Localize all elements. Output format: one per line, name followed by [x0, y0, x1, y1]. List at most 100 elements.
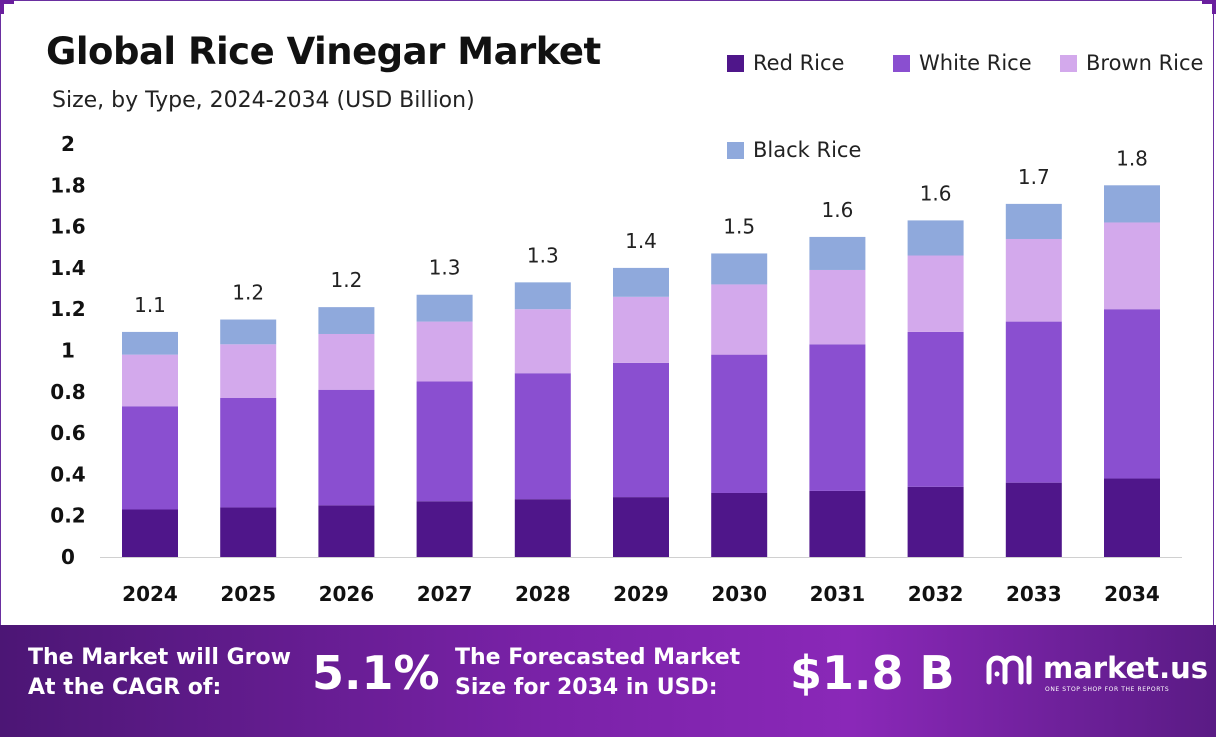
total-data-label: 1.3 — [527, 243, 559, 267]
x-tick-label: 2030 — [711, 582, 767, 606]
bar-segment-white-rice — [809, 344, 866, 491]
x-tick-label: 2033 — [1006, 582, 1062, 606]
y-tick-label: 0.8 — [50, 380, 85, 404]
bar-segment-white-rice — [613, 362, 669, 498]
bar-segment-white-rice — [907, 331, 964, 487]
total-data-label: 1.4 — [625, 229, 657, 253]
bar-segment-black-rice — [809, 236, 866, 270]
chart-subtitle: Size, by Type, 2024-2034 (USD Billion) — [52, 88, 475, 113]
legend-swatch-brown-rice — [1060, 54, 1077, 72]
legend-label: Black Rice — [753, 138, 862, 162]
forecast-label-line2: Size for 2034 in USD: — [455, 675, 718, 700]
y-tick-label: 1.8 — [50, 173, 85, 197]
market-us-logo-icon — [986, 655, 1032, 685]
bar-segment-white-rice — [416, 381, 473, 502]
x-tick-label: 2029 — [613, 582, 669, 606]
total-data-label: 1.8 — [1116, 146, 1148, 170]
legend-item-red-rice: Red Rice — [727, 51, 844, 75]
legend-label: Red Rice — [753, 51, 845, 75]
bar-segment-black-rice — [711, 253, 768, 285]
bar-segment-brown-rice — [711, 284, 768, 355]
cagr-label: The Market will Grow At the CAGR of: — [28, 643, 291, 703]
legend-label: Brown Rice — [1086, 51, 1204, 75]
bar-segment-red-rice — [122, 509, 178, 557]
chart-title: Global Rice Vinegar Market — [46, 30, 601, 73]
x-tick-label: 2024 — [122, 582, 178, 606]
bar-segment-black-rice — [1005, 203, 1062, 239]
legend-item-white-rice: White Rice — [893, 51, 1032, 75]
x-tick-label: 2025 — [220, 582, 276, 606]
bar-segment-red-rice — [711, 492, 768, 557]
bar-segment-red-rice — [318, 505, 375, 557]
x-tick-label: 2034 — [1104, 582, 1160, 606]
bar-segment-brown-rice — [220, 344, 277, 398]
bar-segment-red-rice — [1104, 478, 1160, 557]
bar-segment-white-rice — [514, 373, 571, 500]
brand-tagline: ONE STOP SHOP FOR THE REPORTS — [1045, 686, 1170, 693]
bar-segment-red-rice — [613, 497, 669, 557]
legend-item-black-rice: Black Rice — [727, 138, 861, 162]
brand-name: market.us — [1043, 651, 1209, 685]
bar-segment-red-rice — [809, 490, 866, 557]
y-tick-label: 2 — [61, 132, 75, 156]
frame-corner-decoration — [0, 0, 14, 14]
y-tick-label: 1 — [61, 339, 75, 363]
cagr-value: 5.1% — [312, 646, 440, 700]
summary-banner — [0, 625, 1216, 737]
bar-segment-brown-rice — [416, 321, 473, 382]
bar-segment-brown-rice — [809, 269, 866, 345]
total-data-label: 1.2 — [330, 268, 362, 292]
bar-segment-white-rice — [711, 354, 768, 493]
legend-swatch-black-rice — [727, 141, 744, 159]
forecast-label-line1: The Forecasted Market — [455, 645, 741, 670]
legend-item-brown-rice: Brown Rice — [1060, 51, 1203, 75]
bar-segment-brown-rice — [907, 255, 964, 332]
y-tick-label: 0 — [61, 545, 75, 569]
total-data-label: 1.7 — [1018, 165, 1050, 189]
bar-segment-red-rice — [514, 499, 571, 557]
x-tick-label: 2026 — [319, 582, 375, 606]
bar-segment-black-rice — [318, 307, 375, 334]
bar-segment-black-rice — [907, 220, 964, 256]
total-data-label: 1.2 — [232, 281, 264, 305]
forecast-label: The Forecasted Market Size for 2034 in U… — [455, 643, 740, 703]
bar-segment-black-rice — [122, 331, 178, 355]
bar-segment-red-rice — [907, 486, 964, 557]
bar-segment-black-rice — [514, 282, 571, 310]
x-tick-label: 2032 — [908, 582, 964, 606]
bar-segment-black-rice — [1104, 185, 1160, 223]
bar-segment-brown-rice — [613, 296, 669, 363]
cagr-label-line1: The Market will Grow — [28, 645, 291, 670]
total-data-label: 1.6 — [920, 181, 952, 205]
bar-segment-black-rice — [416, 294, 473, 322]
bar-segment-white-rice — [1104, 309, 1160, 479]
y-tick-label: 1.6 — [50, 215, 85, 239]
bar-segment-brown-rice — [514, 309, 571, 374]
bar-segment-black-rice — [613, 267, 669, 297]
legend-swatch-white-rice — [893, 54, 910, 72]
total-data-label: 1.6 — [821, 198, 853, 222]
x-tick-label: 2028 — [515, 582, 571, 606]
frame-corner-decoration — [1202, 0, 1216, 14]
stacked-bar-chart: 0 0.2 0.4 0.6 0.8 1 1.2 1.4 1.6 1.8 2 1.1 2024 1.2 202… — [50, 132, 1182, 606]
bar-segment-brown-rice — [318, 333, 375, 390]
bar-segment-white-rice — [1005, 321, 1062, 483]
y-tick-label: 0.2 — [50, 504, 85, 528]
y-tick-label: 1.2 — [50, 297, 85, 321]
bar-segment-brown-rice — [122, 354, 178, 407]
bar-segment-red-rice — [220, 507, 277, 557]
bar-segment-black-rice — [220, 319, 277, 345]
y-tick-label: 1.4 — [50, 256, 85, 280]
legend-label: White Rice — [919, 51, 1032, 75]
y-tick-label: 0.4 — [50, 462, 85, 486]
bar-segment-red-rice — [1005, 482, 1062, 557]
bar-segment-red-rice — [416, 501, 473, 557]
forecast-value: $1.8 B — [790, 646, 955, 700]
bar-segment-white-rice — [220, 397, 277, 508]
bar-segment-white-rice — [318, 389, 375, 506]
cagr-label-line2: At the CAGR of: — [28, 675, 222, 700]
bar-segment-brown-rice — [1005, 238, 1062, 322]
x-tick-label: 2027 — [417, 582, 473, 606]
legend-swatch-red-rice — [727, 54, 744, 72]
bar-segment-brown-rice — [1104, 222, 1160, 310]
